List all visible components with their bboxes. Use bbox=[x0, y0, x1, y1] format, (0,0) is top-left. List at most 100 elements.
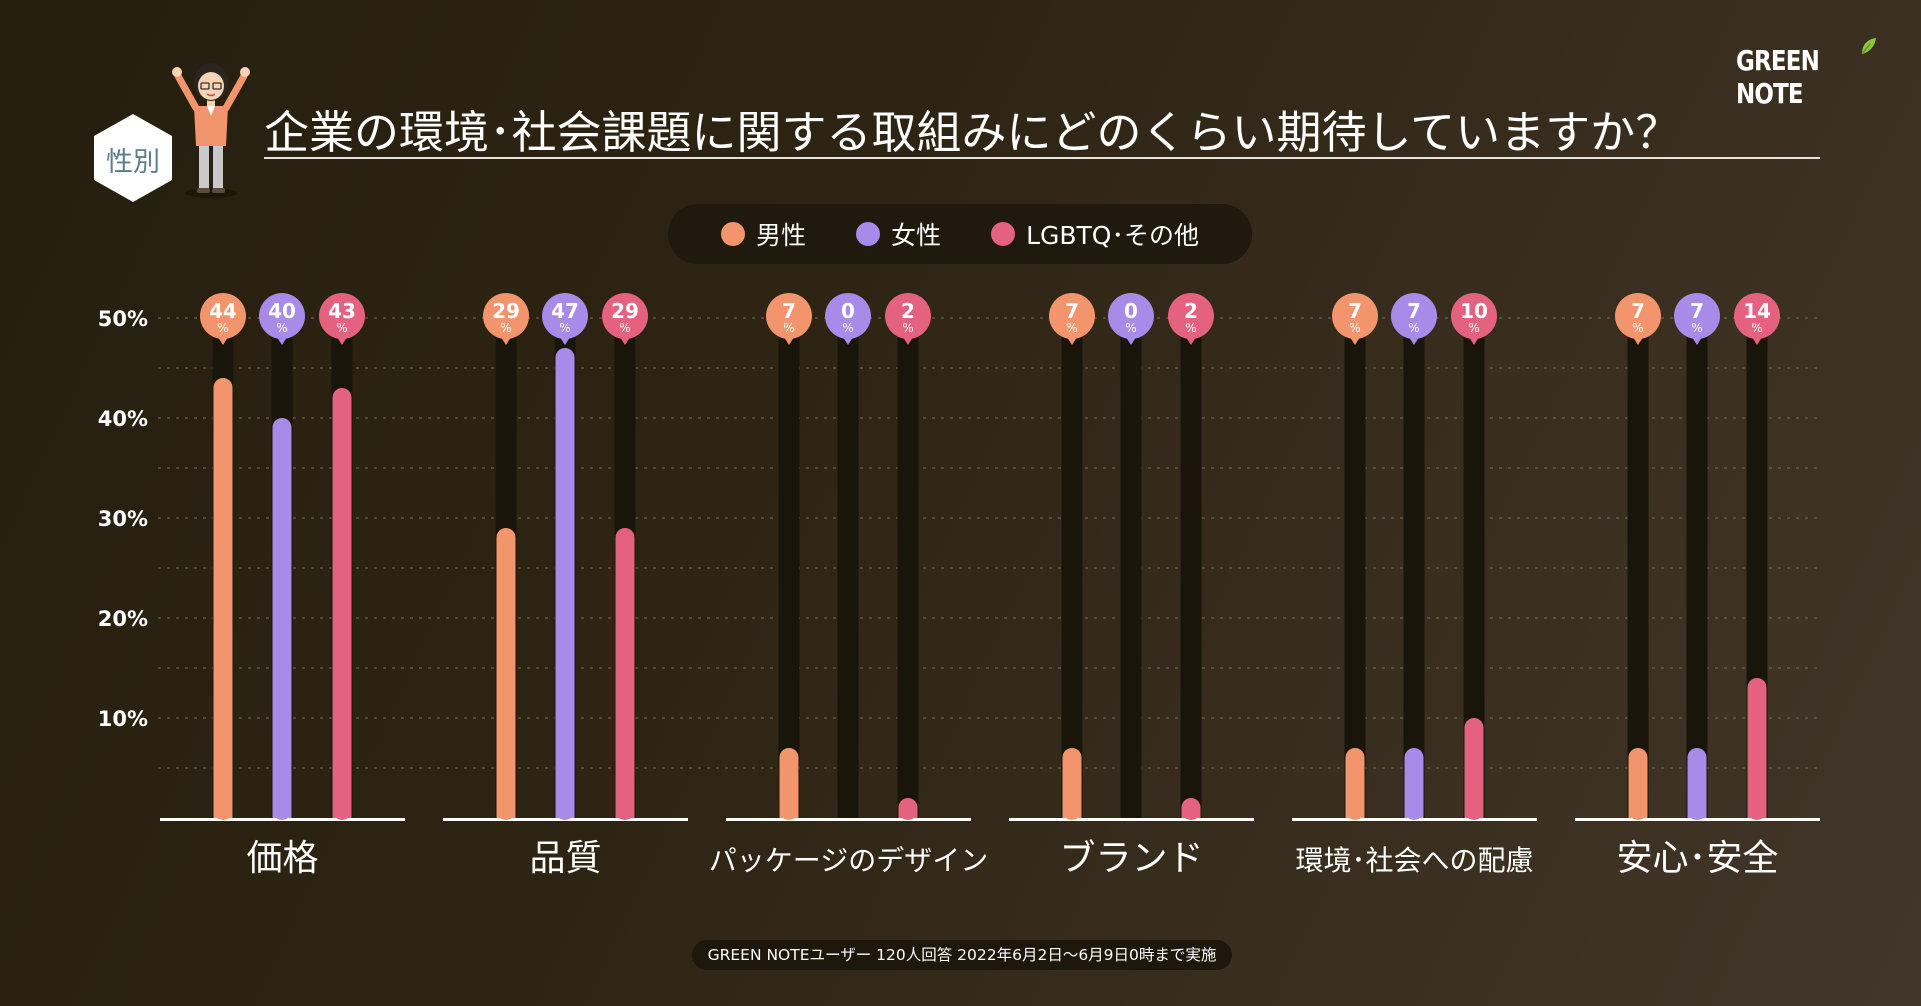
bar-base bbox=[1628, 806, 1648, 818]
value-bubble bbox=[1108, 293, 1154, 339]
bar-track bbox=[1463, 330, 1485, 818]
bar-base bbox=[1404, 806, 1424, 818]
data-label: 14 bbox=[1743, 299, 1771, 323]
y-tick-label: 40% bbox=[98, 407, 148, 431]
data-label-unit: % bbox=[1751, 321, 1762, 335]
value-bubble bbox=[542, 293, 588, 339]
data-label: 0 bbox=[841, 299, 855, 323]
bar-base bbox=[898, 806, 918, 818]
bar-track bbox=[1686, 330, 1708, 818]
legend-label-male: 男性 bbox=[756, 221, 807, 250]
bar-base bbox=[1747, 806, 1767, 818]
y-tick-label: 10% bbox=[98, 707, 148, 731]
bar-track bbox=[897, 330, 919, 818]
bar-track bbox=[1180, 330, 1202, 818]
legend-item-female: 女性 bbox=[856, 216, 941, 252]
data-label-unit: % bbox=[1185, 321, 1196, 335]
value-bubble bbox=[825, 293, 871, 339]
data-label: 7 bbox=[1690, 299, 1704, 323]
data-label-unit: % bbox=[619, 321, 630, 335]
data-label: 43 bbox=[328, 299, 356, 323]
category-baseline bbox=[726, 818, 971, 821]
data-label: 2 bbox=[901, 299, 915, 323]
bar bbox=[1687, 748, 1707, 820]
hexagon-badge-icon bbox=[94, 114, 172, 202]
value-bubble bbox=[200, 293, 246, 339]
data-label-unit: % bbox=[1066, 321, 1077, 335]
bar bbox=[332, 388, 352, 820]
data-label: 40 bbox=[268, 299, 296, 323]
legend-dot-female bbox=[856, 222, 881, 246]
bar-track bbox=[1403, 330, 1425, 818]
data-label: 0 bbox=[1124, 299, 1138, 323]
bar-base bbox=[496, 806, 516, 818]
legend-item-male: 男性 bbox=[721, 216, 806, 252]
bar-track bbox=[778, 330, 800, 818]
data-label-unit: % bbox=[1408, 321, 1419, 335]
chart-legend: 男性 女性 LGBTQ･その他 bbox=[668, 204, 1252, 264]
person-illustration-icon bbox=[172, 63, 250, 198]
data-label-unit: % bbox=[276, 321, 287, 335]
data-label: 10 bbox=[1460, 299, 1488, 323]
category-badge-label: 性別 bbox=[106, 147, 160, 178]
bar bbox=[1747, 678, 1767, 820]
value-bubble bbox=[1451, 293, 1497, 339]
bar bbox=[1464, 718, 1484, 820]
bar-track bbox=[1061, 330, 1083, 818]
category-label: 環境･社会への配慮 bbox=[1295, 844, 1533, 877]
data-label-unit: % bbox=[1125, 321, 1136, 335]
data-label-unit: % bbox=[1349, 321, 1360, 335]
category-label: 価格 bbox=[246, 838, 318, 879]
bar bbox=[1062, 748, 1082, 820]
data-label: 29 bbox=[492, 299, 520, 323]
bar bbox=[496, 528, 516, 820]
bar-track bbox=[1344, 330, 1366, 818]
value-bubble bbox=[483, 293, 529, 339]
data-label: 7 bbox=[782, 299, 796, 323]
data-label-unit: % bbox=[1691, 321, 1702, 335]
bar bbox=[555, 348, 575, 820]
y-tick-label: 20% bbox=[98, 607, 148, 631]
survey-note: GREEN NOTEユーザー 120人回答 2022年6月2日〜6月9日0時まで… bbox=[692, 940, 1232, 970]
bar bbox=[1628, 748, 1648, 820]
bar-base bbox=[779, 806, 799, 818]
bar bbox=[779, 748, 799, 820]
data-label-unit: % bbox=[500, 321, 511, 335]
bar-base bbox=[1062, 806, 1082, 818]
y-tick-label: 30% bbox=[98, 507, 148, 531]
value-bubble bbox=[602, 293, 648, 339]
legend-label-lgbtq: LGBTQ･その他 bbox=[1026, 221, 1199, 250]
legend-item-lgbtq: LGBTQ･その他 bbox=[991, 216, 1199, 252]
bar bbox=[213, 378, 233, 820]
data-label-unit: % bbox=[559, 321, 570, 335]
bar-base bbox=[1687, 806, 1707, 818]
bar-base bbox=[615, 806, 635, 818]
bar bbox=[615, 528, 635, 820]
value-bubble bbox=[1734, 293, 1780, 339]
data-label: 7 bbox=[1348, 299, 1362, 323]
value-bubble bbox=[1049, 293, 1095, 339]
data-label-unit: % bbox=[1632, 321, 1643, 335]
legend-dot-male bbox=[721, 222, 746, 246]
category-baseline bbox=[1009, 818, 1254, 821]
category-label: ブランド bbox=[1059, 838, 1203, 879]
bar-base bbox=[332, 806, 352, 818]
data-label-unit: % bbox=[902, 321, 913, 335]
bar-base bbox=[213, 806, 233, 818]
data-label-unit: % bbox=[842, 321, 853, 335]
data-label: 7 bbox=[1631, 299, 1645, 323]
category-label: 品質 bbox=[529, 838, 601, 879]
chart-title: 企業の環境･社会課題に関する取組みにどのくらい期待していますか？ bbox=[264, 106, 1681, 159]
data-label: 47 bbox=[551, 299, 579, 323]
value-bubble bbox=[1168, 293, 1214, 339]
data-label-unit: % bbox=[783, 321, 794, 335]
title-underline bbox=[264, 157, 1820, 159]
bar-base bbox=[1345, 806, 1365, 818]
y-tick-label: 50% bbox=[98, 307, 148, 331]
value-bubble bbox=[766, 293, 812, 339]
value-bubble bbox=[319, 293, 365, 339]
value-bubble bbox=[1332, 293, 1378, 339]
value-bubble bbox=[1674, 293, 1720, 339]
value-bubble bbox=[1615, 293, 1661, 339]
